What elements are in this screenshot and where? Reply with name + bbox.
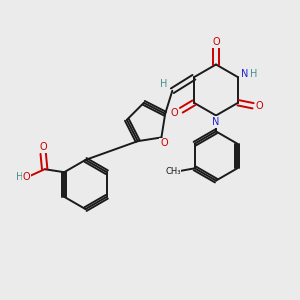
Text: O: O: [212, 37, 220, 47]
Text: O: O: [23, 172, 31, 182]
Text: O: O: [171, 108, 178, 118]
Text: N: N: [241, 69, 248, 79]
Text: H: H: [16, 172, 23, 182]
Text: H: H: [160, 79, 168, 89]
Text: N: N: [212, 117, 220, 127]
Text: H: H: [250, 69, 257, 79]
Text: O: O: [160, 138, 168, 148]
Text: O: O: [39, 142, 47, 152]
Text: O: O: [256, 101, 263, 111]
Text: CH₃: CH₃: [165, 167, 181, 176]
